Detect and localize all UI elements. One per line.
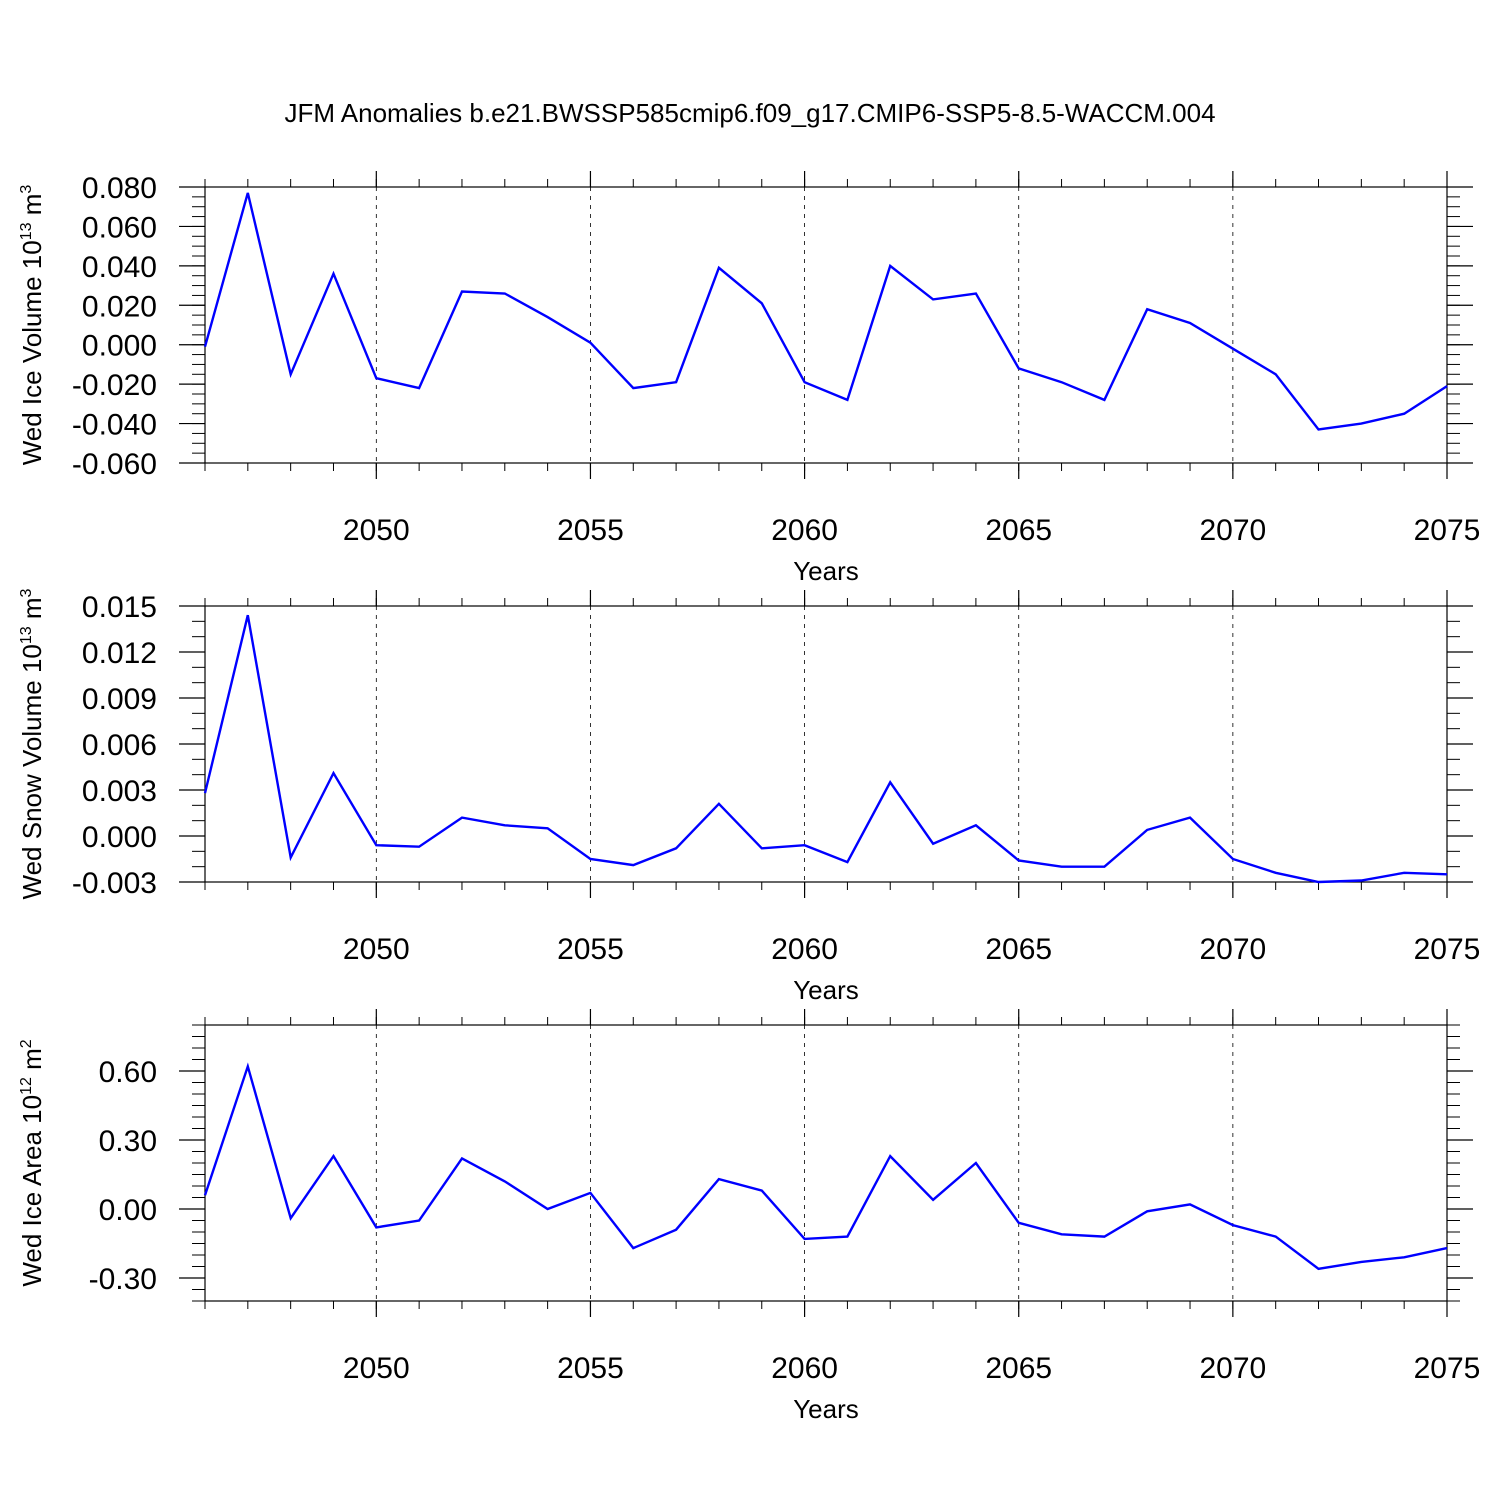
y-tick-label: 0.003 (82, 775, 157, 808)
y-tick-label: 0.60 (99, 1056, 157, 1089)
x-tick-label: 2050 (343, 514, 410, 547)
y-tick-label: 0.012 (82, 637, 157, 670)
x-tick-label: 2050 (343, 933, 410, 966)
y-tick-label: -0.040 (72, 409, 157, 442)
y-tick-label: 0.009 (82, 683, 157, 716)
x-tick-label: 2055 (557, 933, 624, 966)
y-tick-label: 0.00 (99, 1194, 157, 1227)
x-tick-label: 2070 (1199, 1352, 1266, 1385)
plot-frame (204, 186, 1448, 464)
x-tick-label: 2055 (557, 514, 624, 547)
x-tick-label: 2070 (1199, 514, 1266, 547)
x-tick-label: 2060 (771, 1352, 838, 1385)
x-tick-label: 2065 (985, 933, 1052, 966)
x-axis-title: Years (793, 975, 859, 1005)
y-tick-label: 0.040 (82, 251, 157, 284)
plot-frame (204, 1024, 1448, 1302)
x-tick-label: 2075 (1414, 1352, 1481, 1385)
y-tick-label: -0.020 (72, 369, 157, 402)
y-axis-title: Wed Ice Volume 1013 m3 (17, 185, 47, 466)
y-tick-label: -0.060 (72, 448, 157, 481)
x-tick-label: 2065 (985, 514, 1052, 547)
x-tick-label: 2050 (343, 1352, 410, 1385)
y-tick-label: 0.080 (82, 172, 157, 205)
series-line (203, 1062, 1448, 1271)
y-tick-label: 0.015 (82, 591, 157, 624)
y-tick-label: -0.30 (89, 1263, 157, 1296)
series-line (203, 192, 1448, 431)
x-tick-label: 2075 (1414, 514, 1481, 547)
y-tick-label: 0.006 (82, 729, 157, 762)
plot-frame (204, 605, 1448, 883)
x-tick-label: 2055 (557, 1352, 624, 1385)
x-tick-label: 2060 (771, 514, 838, 547)
x-tick-label: 2060 (771, 933, 838, 966)
y-tick-label: 0.060 (82, 211, 157, 244)
y-tick-label: 0.020 (82, 290, 157, 323)
chart-panel-1: 2050 2055 2060 2065 2070 2075 Years -0.060 -0.04… (17, 171, 1480, 586)
y-tick-label: 0.30 (99, 1125, 157, 1158)
y-axis-title: Wed Ice Area 1012 m2 (17, 1039, 47, 1286)
x-tick-label: 2075 (1414, 933, 1481, 966)
y-axis-title: Wed Snow Volume 1013 m3 (17, 588, 47, 899)
page-title: JFM Anomalies b.e21.BWSSP585cmip6.f09_g1… (284, 98, 1216, 128)
y-tick-label: 0.000 (82, 330, 157, 363)
chart-panel-2: 2050 2055 2060 2065 2070 2075 Years -0.003 0.000… (17, 588, 1480, 1005)
x-axis-title: Years (793, 1394, 859, 1424)
series-line (203, 614, 1448, 884)
chart-panel-3: 2050 2055 2060 2065 2070 2075 Years -0.30 0.00 0.… (17, 1009, 1480, 1424)
x-axis-title: Years (793, 556, 859, 586)
x-tick-label: 2070 (1199, 933, 1266, 966)
y-tick-label: 0.000 (82, 821, 157, 854)
y-tick-label: -0.003 (72, 867, 157, 900)
x-tick-label: 2065 (985, 1352, 1052, 1385)
